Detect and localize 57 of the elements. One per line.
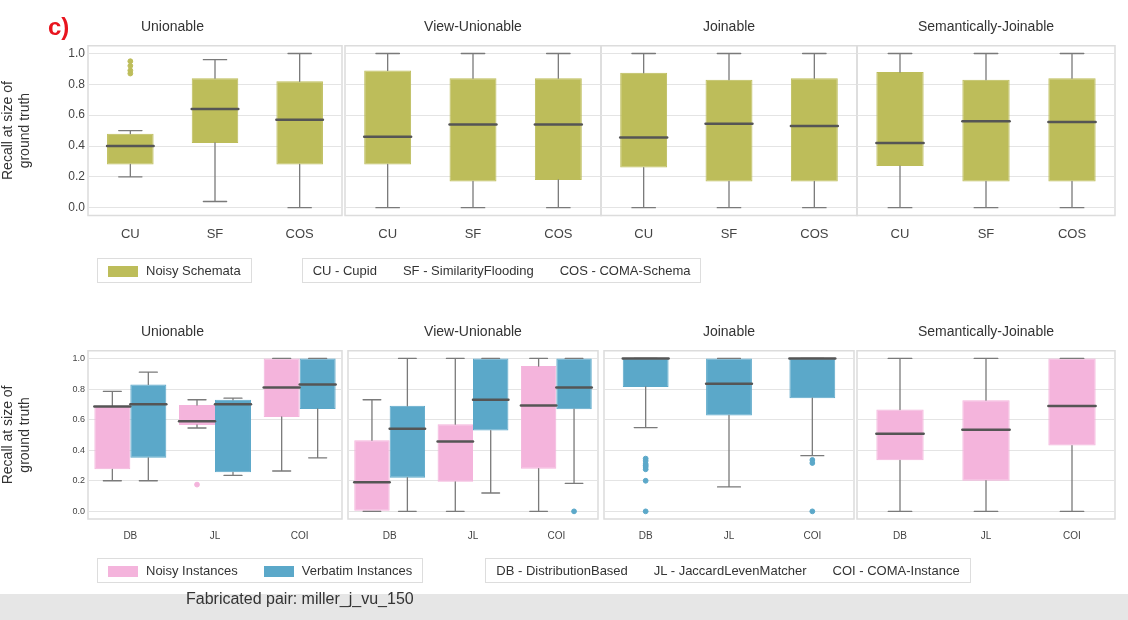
x-tick-label: SF [977,225,995,241]
text: COS - COMA-Schema [559,263,691,278]
text: c) [48,13,70,41]
y-axis-title: Recall at size of ground truth [0,81,33,181]
legend-label: Noisy Instances [145,563,238,578]
x-tick-label: JL [467,529,479,541]
y-tick-label: 0.2 [68,169,86,184]
y-tick-label: 1.0 [68,45,86,60]
chart-title: View-Unionable [424,18,523,35]
x-tick-label: SF [464,225,482,241]
text: CU - Cupid [312,263,377,278]
chart-title: Semantically-Joinable [917,18,1055,35]
x-tick-label: COI [803,529,822,541]
x-tick-label: JL [980,529,992,541]
chart-title: Joinable [702,18,756,35]
x-tick-label: COS [1057,225,1087,241]
chart-title: Semantically-Joinable [917,323,1055,340]
x-tick-label: JL [723,529,735,541]
y-tick-label: 0.6 [68,107,86,122]
text: JL - JaccardLevenMatcher [653,563,807,578]
x-tick-label: COI [290,529,309,541]
x-tick-label: JL [209,529,221,541]
y-tick-label: 0.0 [68,200,86,214]
legend-label: Noisy Schemata [145,263,241,278]
x-tick-label: CU [634,225,654,241]
x-tick-label: DB [893,529,908,541]
x-tick-label: COS [800,225,829,241]
legend-label: Verbatim Instances [300,563,413,578]
x-tick-label: COI [547,529,566,541]
x-tick-label: CU [120,225,140,241]
x-tick-label: DB [123,529,138,541]
text: DB - DistributionBased [496,563,628,578]
x-tick-label: COS [544,225,573,241]
y-tick-label: 0.0 [72,505,85,516]
y-tick-label: 0.8 [72,383,85,394]
x-tick-label: CU [378,225,398,241]
y-tick-label: 0.2 [72,475,85,486]
y-tick-label: 0.6 [72,414,85,425]
x-tick-label: SF [206,225,224,241]
x-tick-label: DB [382,529,397,541]
y-tick-label: 1.0 [72,352,85,363]
chart-title: Unionable [140,323,205,340]
chart-title: Joinable [702,323,756,340]
chart-title: View-Unionable [424,323,523,340]
x-tick-label: DB [638,529,653,541]
y-tick-label: 0.4 [72,444,85,455]
y-tick-label: 0.4 [68,138,86,153]
chart-title: Unionable [140,18,205,35]
y-tick-label: 0.8 [68,76,86,91]
text: COI - COMA-Instance [832,563,960,578]
x-tick-label: COS [285,225,315,241]
text: SF - SimilarityFlooding [402,263,534,278]
text: Fabricated pair: miller_j_vu_150 [186,590,414,608]
x-tick-label: CU [890,225,910,241]
y-axis-title: Recall at size of ground truth [0,385,33,485]
x-tick-label: COI [1063,529,1081,541]
x-tick-label: SF [720,225,738,241]
